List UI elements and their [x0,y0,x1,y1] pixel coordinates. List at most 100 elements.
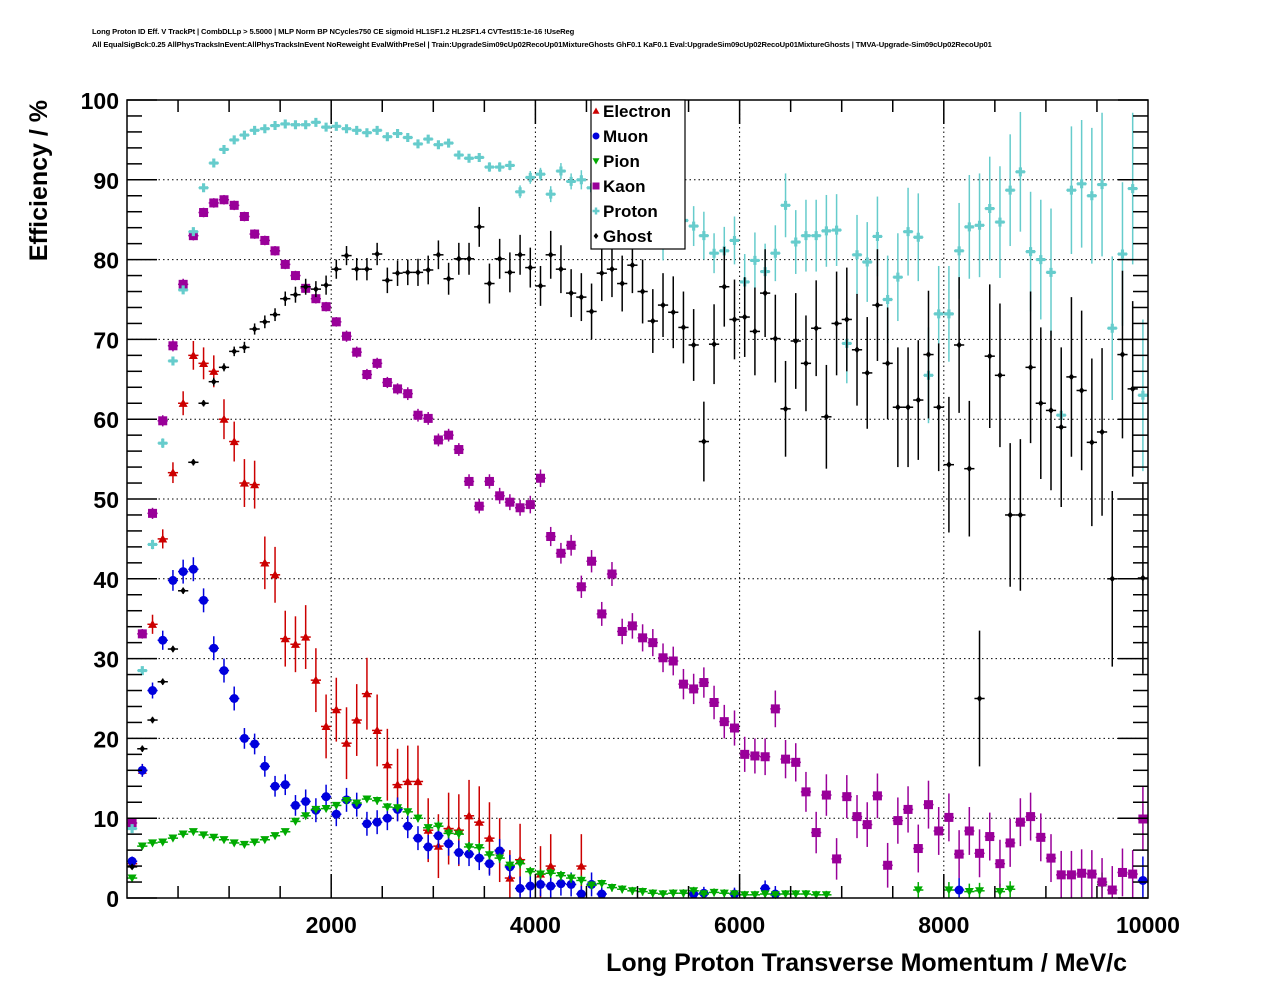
marker-square [127,818,137,828]
data-point [688,206,699,247]
data-point [494,162,505,172]
marker-square [229,200,239,210]
marker-cross [893,272,903,282]
marker-diamond [517,251,523,259]
data-point [892,233,903,322]
marker-cross [791,237,801,247]
data-point [760,249,771,338]
marker-cross [168,356,178,366]
series-ghost [127,206,1148,871]
data-point [249,460,260,509]
marker-square [168,341,178,351]
marker-square [923,800,933,810]
marker-square [270,246,280,256]
marker-triangle-down [260,836,270,845]
data-point [208,833,219,842]
data-point [933,807,944,855]
data-point [167,462,179,484]
marker-diamond [1027,363,1034,371]
data-point [586,881,597,890]
marker-diamond [384,276,391,284]
data-point [576,273,587,322]
data-point [657,890,669,899]
data-point [412,814,424,823]
data-point [167,834,179,843]
marker-diamond [792,337,799,345]
data-point [494,853,505,863]
marker-cross [403,133,413,143]
data-point [239,728,250,749]
marker-diamond [302,283,309,291]
marker-triangle-down [393,804,403,813]
marker-cross [566,176,576,186]
y-tick-label: 90 [93,168,119,194]
marker-triangle-up [382,760,392,769]
marker-triangle-down [484,851,494,860]
data-point [1045,208,1057,337]
marker-triangle-down [576,876,586,885]
data-point [188,458,199,466]
data-point [127,824,138,834]
marker-square [290,271,300,281]
marker-cross [219,144,229,154]
marker-square [209,198,219,208]
data-point [555,871,567,896]
marker-circle [137,765,147,775]
marker-square [781,754,791,764]
data-point [964,175,975,279]
marker-triangle-down [321,805,331,814]
marker-square [260,235,270,245]
data-point [300,789,311,814]
data-point [269,308,281,322]
data-point [576,575,587,598]
data-point [178,391,189,416]
marker-square [1026,812,1036,822]
marker-triangle-up [362,689,372,698]
data-point [423,834,434,859]
data-point [259,315,270,329]
data-point [647,289,658,353]
marker-square [1046,853,1056,863]
data-point [545,230,556,279]
marker-circle [290,800,300,810]
data-point [892,347,903,468]
data-point [811,199,822,272]
data-point [137,745,148,753]
marker-cross [464,153,474,163]
data-point [494,487,505,504]
legend-item-kaon: Kaon [592,177,646,196]
marker-diamond [374,250,380,258]
data-point [678,291,689,364]
marker-square [821,790,831,800]
data-point [596,886,607,899]
marker-square [760,752,770,762]
marker-triangle-up [239,478,249,487]
data-point [218,363,230,372]
data-point [535,167,546,181]
data-point [229,135,240,145]
marker-triangle-up [311,675,321,684]
data-point [463,474,475,489]
marker-square [178,279,188,289]
marker-cross [821,226,831,236]
marker-triangle-down [352,799,362,808]
marker-cross [934,309,944,319]
data-point [157,630,168,650]
data-point [453,150,464,160]
marker-circle [474,853,484,863]
marker-triangle-down [668,889,678,898]
data-point [412,258,424,286]
data-point [1035,813,1046,862]
data-point [157,838,168,847]
marker-square [719,717,729,727]
data-point [310,648,321,713]
data-point [351,799,362,808]
data-point [576,886,587,899]
legend-marker-square [592,182,600,190]
marker-triangle-down [770,891,780,900]
marker-square [852,812,862,822]
marker-diamond [741,313,748,321]
marker-square [811,828,821,838]
data-point [1127,112,1138,265]
marker-triangle-down [127,874,137,883]
